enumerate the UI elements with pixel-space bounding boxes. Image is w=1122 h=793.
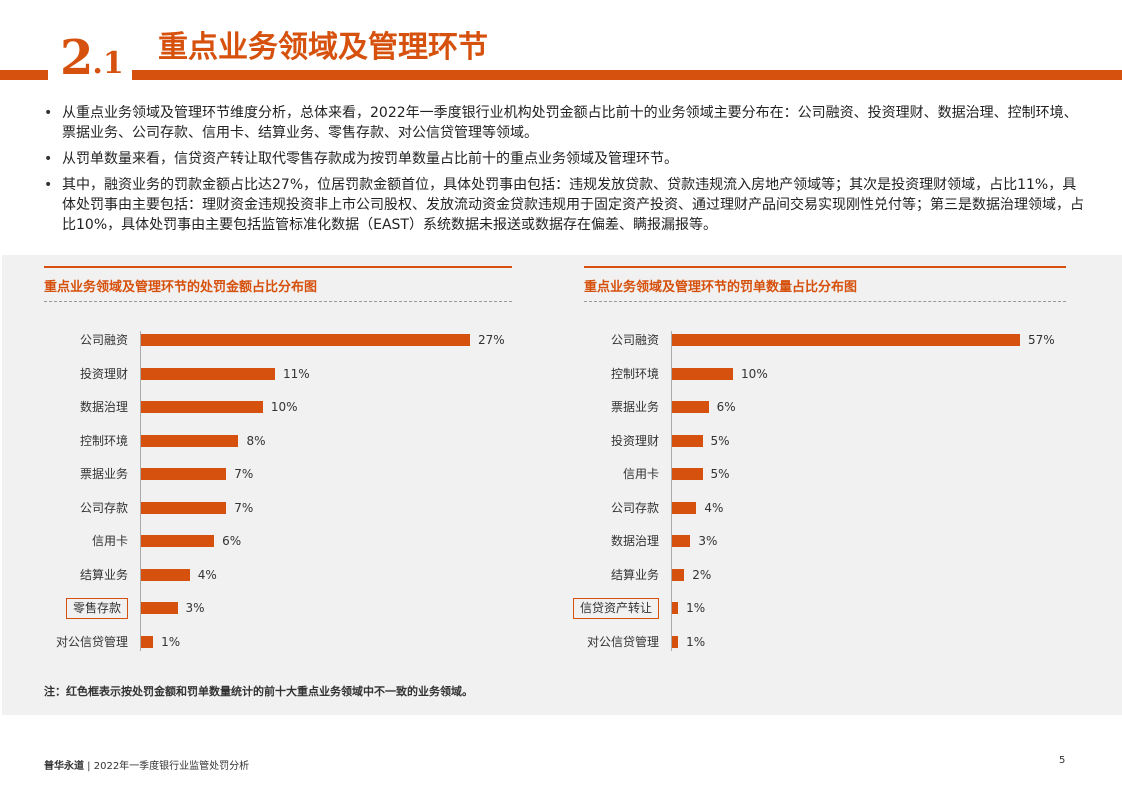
category-label: 信用卡 bbox=[91, 534, 128, 548]
bullet-item: 从罚单数量来看，信贷资产转让取代零售存款成为按罚单数量占比前十的重点业务领域及管… bbox=[38, 149, 1088, 169]
bullet-item: 从重点业务领域及管理环节维度分析，总体来看，2022年一季度银行业机构处罚金额占… bbox=[38, 103, 1088, 143]
data-label: 6% bbox=[222, 534, 242, 548]
footer-separator: | bbox=[84, 761, 94, 772]
bar bbox=[141, 434, 239, 447]
data-label: 4% bbox=[197, 567, 217, 582]
data-label: 1% bbox=[686, 601, 706, 615]
bar bbox=[672, 568, 685, 581]
data-label: 27% bbox=[478, 333, 505, 347]
chart-title-top-rule bbox=[584, 266, 1066, 268]
chart-title-bottom-rule bbox=[44, 301, 512, 302]
bar bbox=[141, 367, 276, 380]
data-label: 4% bbox=[704, 500, 724, 515]
bar bbox=[141, 501, 227, 514]
data-label: 57% bbox=[1028, 333, 1055, 347]
chart-title: 重点业务领域及管理环节的处罚金额占比分布图 bbox=[44, 280, 318, 295]
data-label: 3% bbox=[185, 601, 205, 615]
category-label: 票据业务 bbox=[610, 400, 659, 414]
bar bbox=[672, 367, 734, 380]
data-label: 6% bbox=[716, 400, 736, 414]
category-label: 结算业务 bbox=[610, 567, 659, 582]
data-label: 10% bbox=[270, 400, 298, 414]
category-label: 控制环境 bbox=[610, 366, 659, 381]
highlighted-category-label: 信贷资产转让 bbox=[572, 598, 659, 619]
category-label: 控制环境 bbox=[79, 433, 128, 448]
header-accent-bar bbox=[0, 70, 1122, 80]
category-label: 对公信贷管理 bbox=[55, 634, 128, 649]
category-label: 公司存款 bbox=[610, 500, 659, 515]
category-label: 公司融资 bbox=[79, 333, 128, 347]
chart-title-bottom-rule bbox=[584, 301, 1066, 302]
data-label: 7% bbox=[234, 467, 254, 481]
bar bbox=[672, 468, 703, 480]
bar bbox=[141, 535, 215, 547]
category-label: 数据治理 bbox=[610, 534, 659, 548]
category-label: 结算业务 bbox=[79, 567, 128, 582]
category-label: 投资理财 bbox=[79, 366, 128, 381]
data-label: 5% bbox=[710, 467, 730, 481]
highlighted-category-label: 零售存款 bbox=[65, 598, 128, 619]
category-label: 公司存款 bbox=[79, 500, 128, 515]
bar bbox=[141, 568, 190, 581]
section-number-sub: .1 bbox=[92, 46, 124, 81]
category-label: 公司融资 bbox=[610, 333, 659, 347]
data-label: 1% bbox=[686, 634, 706, 649]
section-number: 2 .1 bbox=[48, 24, 132, 84]
bar bbox=[672, 602, 679, 614]
data-label: 3% bbox=[698, 534, 718, 548]
chart-axis bbox=[140, 331, 141, 651]
data-label: 7% bbox=[234, 500, 254, 515]
bar bbox=[672, 535, 691, 547]
bar bbox=[672, 401, 709, 413]
data-label: 5% bbox=[710, 433, 730, 448]
page-number: 5 bbox=[1059, 755, 1066, 766]
bar bbox=[141, 401, 263, 413]
bar bbox=[141, 468, 227, 480]
chart-note: 注：红色框表示按处罚金额和罚单数量统计的前十大重点业务领域中不一致的业务领域。 bbox=[44, 685, 473, 698]
category-label: 数据治理 bbox=[79, 400, 128, 414]
footer: 普华永道 | 2022年一季度银行业监管处罚分析 bbox=[44, 757, 249, 772]
footer-doc-title: 2022年一季度银行业监管处罚分析 bbox=[93, 761, 250, 772]
chart-title-top-rule bbox=[44, 266, 512, 268]
category-label: 投资理财 bbox=[610, 433, 659, 448]
category-label: 对公信贷管理 bbox=[586, 634, 659, 649]
bar bbox=[141, 602, 178, 614]
data-label: 8% bbox=[246, 433, 266, 448]
category-label: 票据业务 bbox=[79, 467, 128, 481]
category-label: 信用卡 bbox=[622, 467, 659, 481]
data-label: 11% bbox=[283, 366, 310, 381]
data-label: 10% bbox=[741, 366, 768, 381]
bullet-item: 其中，融资业务的罚款金额占比达27%，位居罚款金额首位，具体处罚事由包括：违规发… bbox=[38, 175, 1088, 235]
bar bbox=[672, 635, 679, 648]
bar bbox=[672, 434, 703, 447]
data-label: 2% bbox=[692, 567, 712, 582]
bar bbox=[141, 334, 470, 346]
chart-title: 重点业务领域及管理环节的罚单数量占比分布图 bbox=[584, 280, 858, 295]
bar bbox=[141, 635, 154, 648]
bar bbox=[672, 334, 1020, 346]
charts-panel bbox=[2, 255, 1122, 715]
section-number-main: 2 bbox=[60, 30, 93, 86]
footer-brand: 普华永道 bbox=[44, 761, 84, 772]
page-title: 重点业务领域及管理环节 bbox=[158, 30, 488, 65]
chart-axis bbox=[671, 331, 672, 651]
summary-bullets: 从重点业务领域及管理环节维度分析，总体来看，2022年一季度银行业机构处罚金额占… bbox=[38, 103, 1088, 241]
data-label: 1% bbox=[161, 634, 181, 649]
bar bbox=[672, 501, 697, 514]
